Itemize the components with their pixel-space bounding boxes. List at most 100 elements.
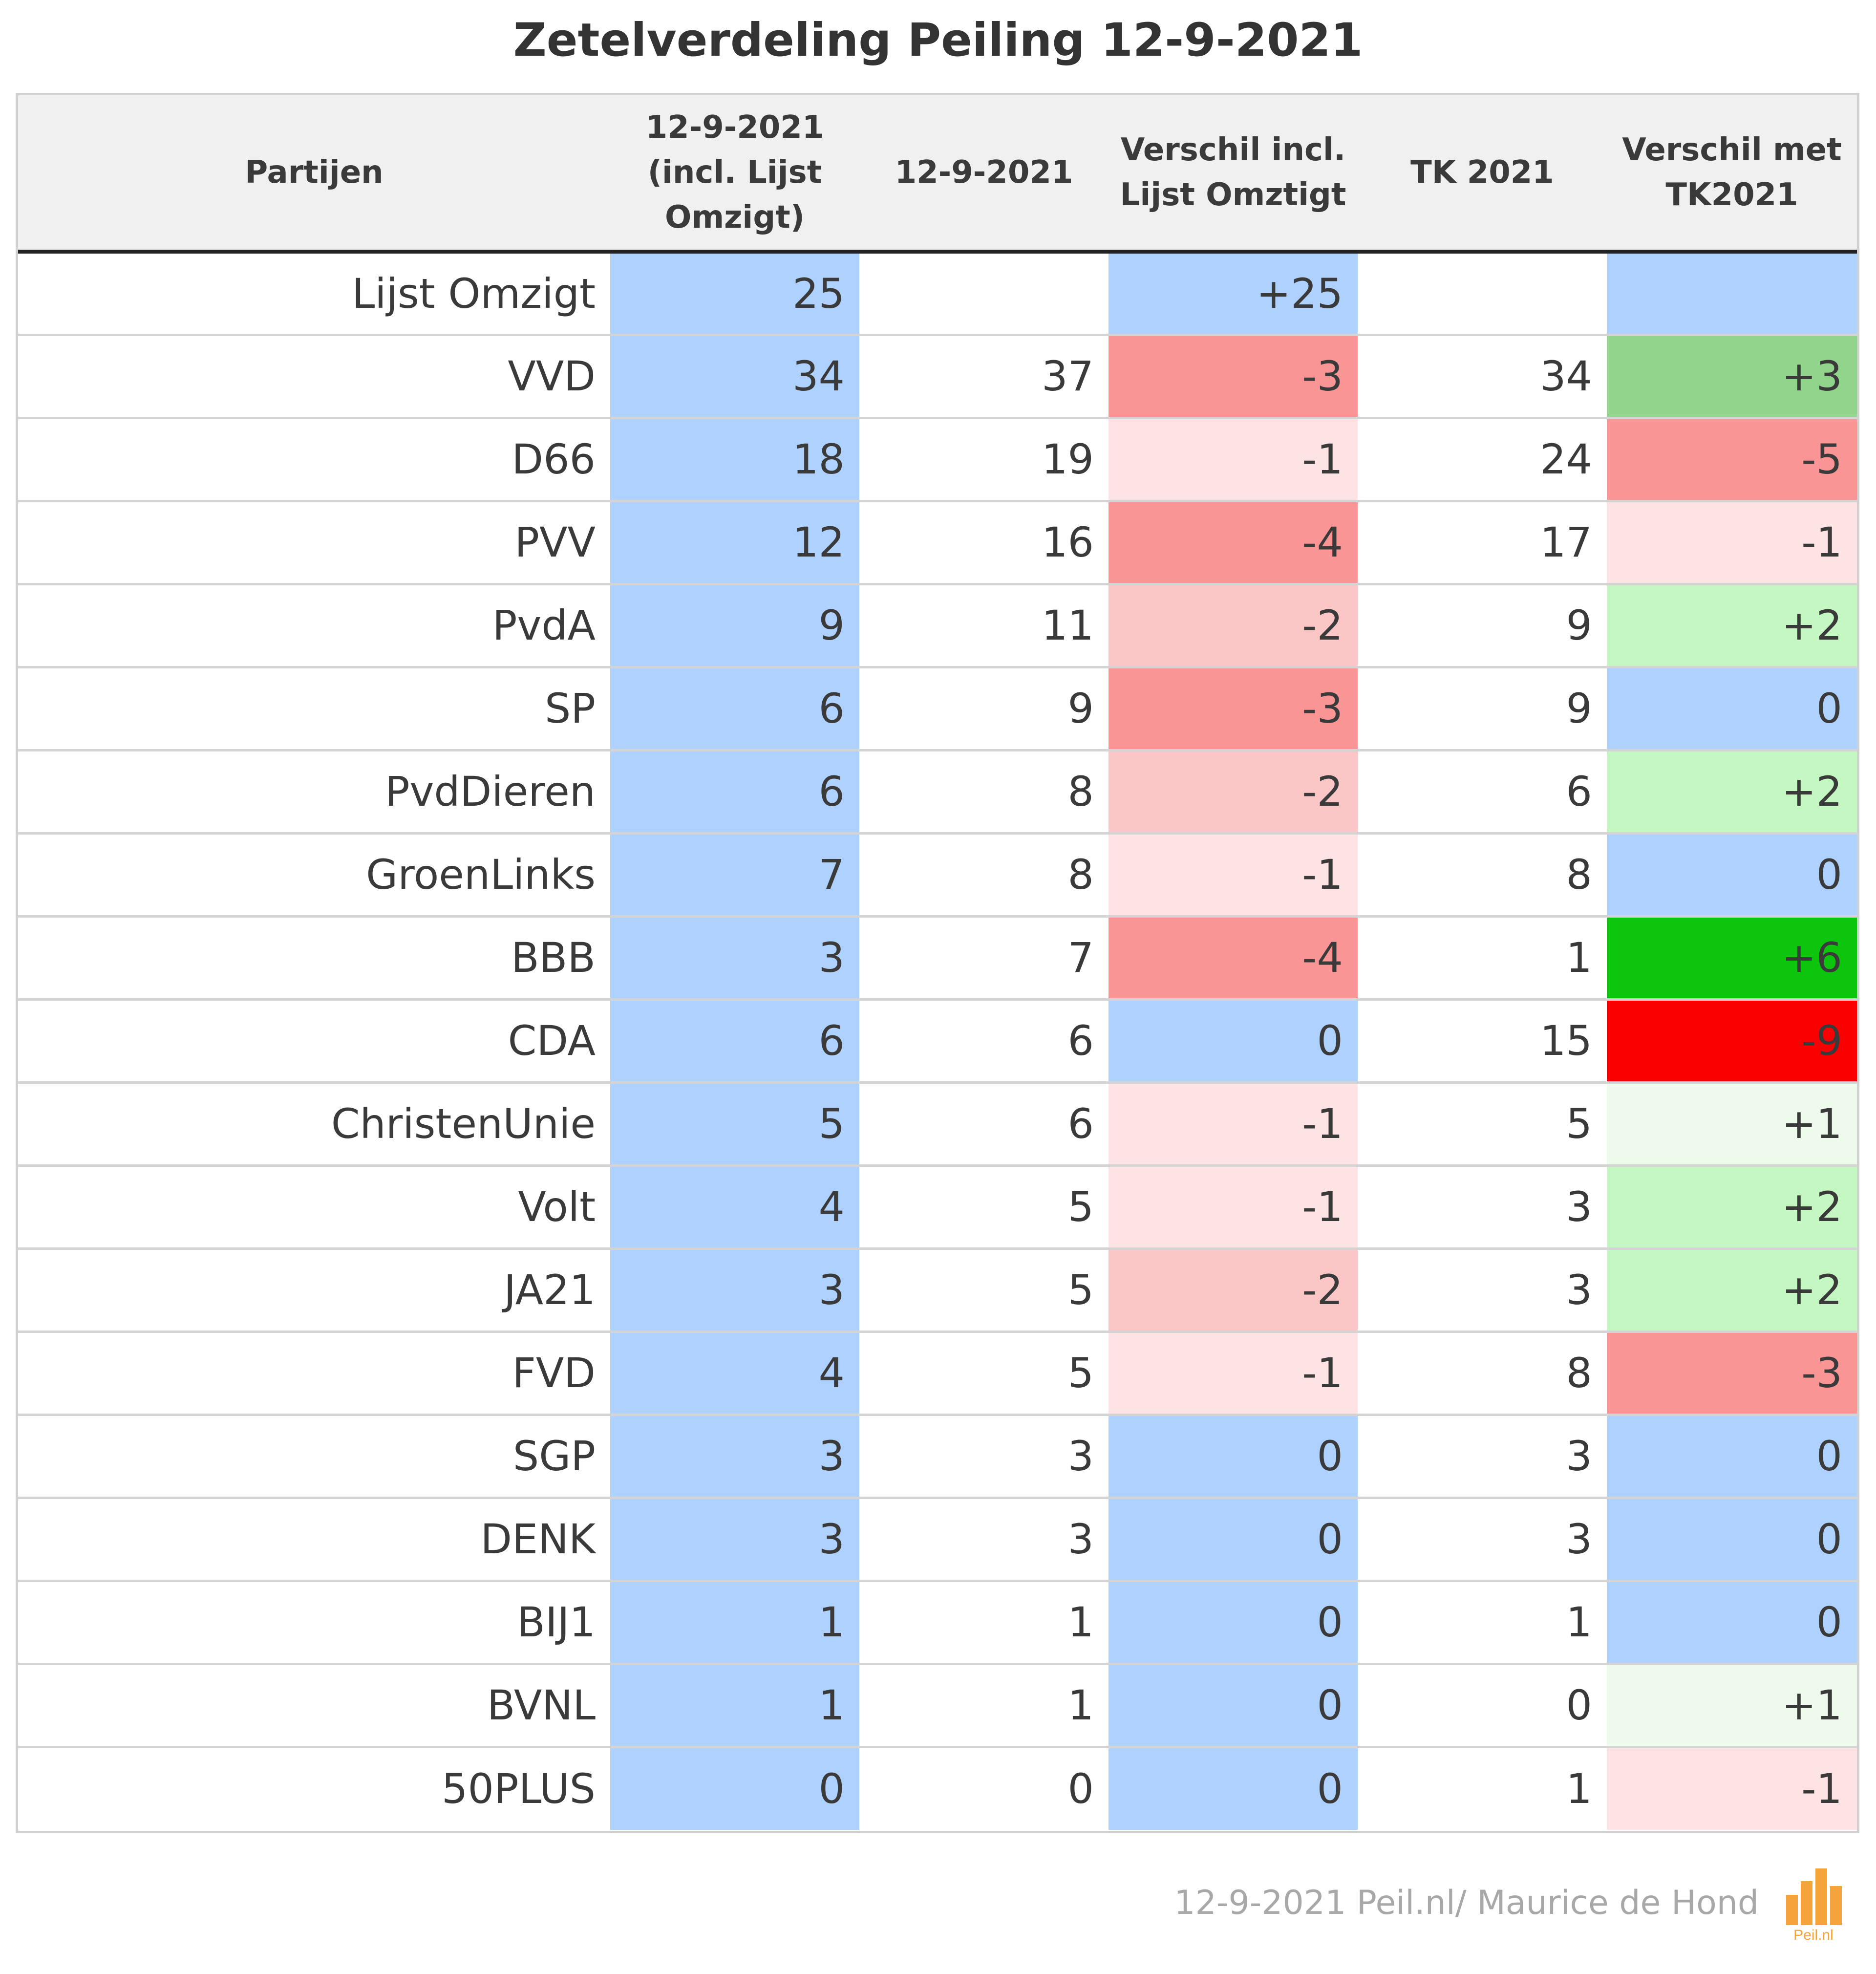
seats-tk2021-cell: 17 <box>1358 501 1607 585</box>
diff-incl-omzigt-cell: 0 <box>1109 1415 1358 1499</box>
seats-tk2021-cell: 9 <box>1358 667 1607 751</box>
party-name-cell: D66 <box>18 418 610 502</box>
diff-incl-omzigt-cell: 0 <box>1109 1747 1358 1830</box>
header-line: Verschil incl. <box>1120 132 1346 168</box>
diff-tk2021-cell: -5 <box>1607 418 1857 502</box>
table-body: Lijst Omzigt 25 +25 VVD 34 37 -3 34 +3 D66 18 19 -1 2… <box>18 252 1857 1830</box>
header-tk2021: TK 2021 <box>1358 95 1607 254</box>
diff-incl-omzigt-cell: -4 <box>1109 501 1358 585</box>
seats-poll-cell: 6 <box>859 1082 1109 1167</box>
header-line: Partijen <box>245 154 384 191</box>
party-name-cell: Volt <box>18 1165 610 1250</box>
table-row: PVV 12 16 -4 17 -1 <box>18 501 1857 585</box>
party-name-cell: CDA <box>18 999 610 1084</box>
peil-logo-icon: Peil.nl <box>1786 1868 1842 1943</box>
diff-incl-omzigt-cell: 0 <box>1109 1498 1358 1582</box>
seats-tk2021-cell: 15 <box>1358 999 1607 1084</box>
diff-incl-omzigt-cell: -3 <box>1109 335 1358 419</box>
seats-poll-cell: 3 <box>859 1415 1109 1499</box>
seats-incl-omzigt-cell: 3 <box>610 1248 859 1333</box>
seats-poll-cell: 8 <box>859 750 1109 835</box>
table-row: D66 18 19 -1 24 -5 <box>18 418 1857 502</box>
diff-tk2021-cell: 0 <box>1607 833 1857 918</box>
source-credit: 12-9-2021 Peil.nl/ Maurice de Hond <box>1174 1884 1759 1922</box>
table-row: PvdA 9 11 -2 9 +2 <box>18 584 1857 668</box>
header-line: Lijst Omztigt <box>1120 177 1346 213</box>
seats-tk2021-cell: 3 <box>1358 1248 1607 1333</box>
diff-tk2021-cell: -3 <box>1607 1331 1857 1416</box>
seats-incl-omzigt-cell: 4 <box>610 1331 859 1416</box>
diff-tk2021-cell: 0 <box>1607 1498 1857 1582</box>
table-row: JA21 3 5 -2 3 +2 <box>18 1248 1857 1333</box>
seats-tk2021-cell: 8 <box>1358 1331 1607 1416</box>
diff-incl-omzigt-cell: 0 <box>1109 1664 1358 1748</box>
party-name-cell: PvdA <box>18 584 610 668</box>
logo-text: Peil.nl <box>1793 1927 1833 1943</box>
table-row: CDA 6 6 0 15 -9 <box>18 999 1857 1084</box>
seats-incl-omzigt-cell: 12 <box>610 501 859 585</box>
party-name-cell: GroenLinks <box>18 833 610 918</box>
seats-tk2021-cell: 8 <box>1358 833 1607 918</box>
seats-incl-omzigt-cell: 18 <box>610 418 859 502</box>
seats-incl-omzigt-cell: 25 <box>610 252 859 336</box>
header-line: TK2021 <box>1665 177 1798 213</box>
diff-tk2021-cell: 0 <box>1607 1581 1857 1665</box>
diff-tk2021-cell: +1 <box>1607 1082 1857 1167</box>
seats-poll-cell: 16 <box>859 501 1109 585</box>
seats-incl-omzigt-cell: 5 <box>610 1082 859 1167</box>
seats-incl-omzigt-cell: 9 <box>610 584 859 668</box>
header-line: Omzigt) <box>665 199 805 236</box>
party-name-cell: Lijst Omzigt <box>18 252 610 336</box>
header-partijen: Partijen <box>18 95 610 254</box>
party-name-cell: SGP <box>18 1415 610 1499</box>
party-name-cell: PVV <box>18 501 610 585</box>
seats-poll-cell: 5 <box>859 1248 1109 1333</box>
diff-tk2021-cell: -1 <box>1607 501 1857 585</box>
seats-poll-cell: 37 <box>859 335 1109 419</box>
party-name-cell: PvdDieren <box>18 750 610 835</box>
party-name-cell: ChristenUnie <box>18 1082 610 1167</box>
diff-incl-omzigt-cell: -1 <box>1109 1165 1358 1250</box>
party-name-cell: BVNL <box>18 1664 610 1748</box>
table-row: BBB 3 7 -4 1 +6 <box>18 916 1857 1001</box>
party-name-cell: BIJ1 <box>18 1581 610 1665</box>
table-row: FVD 4 5 -1 8 -3 <box>18 1331 1857 1416</box>
seats-poll-cell: 3 <box>859 1498 1109 1582</box>
table-header-row: Partijen 12-9-2021 (incl. Lijst Omzigt) 12-9… <box>18 95 1857 254</box>
diff-tk2021-cell: 0 <box>1607 1415 1857 1499</box>
diff-incl-omzigt-cell: -3 <box>1109 667 1358 751</box>
seats-tk2021-cell <box>1358 252 1607 336</box>
diff-tk2021-cell: +3 <box>1607 335 1857 419</box>
table-row: SGP 3 3 0 3 0 <box>18 1415 1857 1499</box>
seats-poll-cell: 1 <box>859 1581 1109 1665</box>
seats-tk2021-cell: 1 <box>1358 916 1607 1001</box>
diff-incl-omzigt-cell: 0 <box>1109 1581 1358 1665</box>
seats-incl-omzigt-cell: 6 <box>610 750 859 835</box>
diff-tk2021-cell: +2 <box>1607 750 1857 835</box>
diff-incl-omzigt-cell: -4 <box>1109 916 1358 1001</box>
seats-incl-omzigt-cell: 6 <box>610 999 859 1084</box>
diff-incl-omzigt-cell: -1 <box>1109 833 1358 918</box>
header-line: TK 2021 <box>1410 154 1554 191</box>
table-row: PvdDieren 6 8 -2 6 +2 <box>18 750 1857 835</box>
header-verschil-incl-omzigt: Verschil incl. Lijst Omztigt <box>1109 95 1358 254</box>
header-line: (incl. Lijst <box>647 154 822 191</box>
party-name-cell: VVD <box>18 335 610 419</box>
seats-incl-omzigt-cell: 6 <box>610 667 859 751</box>
party-name-cell: SP <box>18 667 610 751</box>
diff-tk2021-cell <box>1607 252 1857 336</box>
chart-title: Zetelverdeling Peiling 12-9-2021 <box>513 14 1363 67</box>
seats-poll-cell: 7 <box>859 916 1109 1001</box>
table-row: DENK 3 3 0 3 0 <box>18 1498 1857 1582</box>
seats-tk2021-cell: 34 <box>1358 335 1607 419</box>
table-row: BVNL 1 1 0 0 +1 <box>18 1664 1857 1748</box>
party-name-cell: FVD <box>18 1331 610 1416</box>
header-poll-incl-omzigt: 12-9-2021 (incl. Lijst Omzigt) <box>610 95 859 254</box>
diff-incl-omzigt-cell: -2 <box>1109 1248 1358 1333</box>
table-row: 50PLUS 0 0 0 1 -1 <box>18 1747 1857 1830</box>
table-row: Volt 4 5 -1 3 +2 <box>18 1165 1857 1250</box>
seats-incl-omzigt-cell: 3 <box>610 916 859 1001</box>
seats-poll-cell: 6 <box>859 999 1109 1084</box>
header-verschil-tk2021: Verschil met TK2021 <box>1607 95 1857 254</box>
diff-tk2021-cell: +6 <box>1607 916 1857 1001</box>
